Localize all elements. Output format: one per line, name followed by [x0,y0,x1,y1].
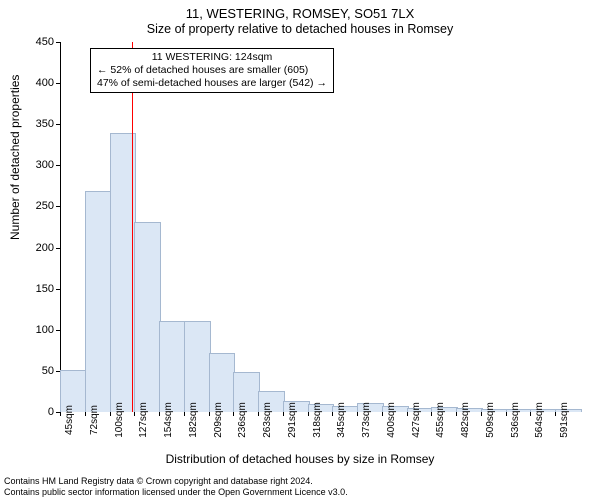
x-tick-mark [85,412,86,416]
y-axis-label: Number of detached properties [8,75,22,240]
y-tick-label: 150 [24,283,54,295]
x-tick-label: 291sqm [287,402,298,438]
x-tick-label: 263sqm [262,402,273,438]
y-tick-mark [56,165,60,166]
y-tick-mark [56,248,60,249]
x-tick-label: 455sqm [435,402,446,438]
x-tick-label: 209sqm [213,402,224,438]
x-tick-label: 45sqm [64,405,75,435]
x-tick-label: 373sqm [361,402,372,438]
x-tick-label: 400sqm [386,402,397,438]
x-tick-mark [332,412,333,416]
page-title-address: 11, WESTERING, ROMSEY, SO51 7LX [0,6,600,21]
annotation-line3: 47% of semi-detached houses are larger (… [97,77,327,90]
annotation-line1: 11 WESTERING: 124sqm [97,51,327,64]
x-tick-mark [357,412,358,416]
x-tick-mark [530,412,531,416]
x-tick-mark [407,412,408,416]
histogram-bar [134,222,161,412]
histogram-bar [159,321,186,412]
x-tick-mark [431,412,432,416]
x-tick-label: 536sqm [510,402,521,438]
y-tick-mark [56,124,60,125]
y-tick-mark [56,330,60,331]
x-tick-mark [283,412,284,416]
x-tick-mark [184,412,185,416]
y-tick-label: 200 [24,242,54,254]
x-tick-label: 182sqm [188,402,199,438]
x-tick-label: 72sqm [89,405,100,435]
x-tick-mark [134,412,135,416]
x-tick-mark [60,412,61,416]
x-tick-label: 482sqm [460,402,471,438]
x-tick-label: 564sqm [534,402,545,438]
x-tick-mark [456,412,457,416]
attribution-line2: Contains public sector information licen… [4,487,348,498]
x-tick-mark [308,412,309,416]
y-tick-label: 100 [24,324,54,336]
x-tick-mark [209,412,210,416]
x-tick-label: 154sqm [163,402,174,438]
x-tick-label: 345sqm [336,402,347,438]
x-tick-label: 236sqm [237,402,248,438]
y-tick-label: 450 [24,36,54,48]
y-tick-label: 250 [24,200,54,212]
x-tick-mark [555,412,556,416]
x-tick-label: 509sqm [485,402,496,438]
y-tick-mark [56,83,60,84]
chart-plot-area: 050100150200250300350400450 45sqm72sqm10… [60,42,580,412]
x-tick-mark [110,412,111,416]
x-tick-mark [159,412,160,416]
y-tick-label: 400 [24,77,54,89]
x-tick-label: 318sqm [312,402,323,438]
x-tick-mark [481,412,482,416]
annotation-line2: ← 52% of detached houses are smaller (60… [97,64,327,77]
x-axis-label: Distribution of detached houses by size … [0,452,600,466]
x-tick-label: 591sqm [559,402,570,438]
y-tick-label: 300 [24,159,54,171]
x-tick-label: 427sqm [411,402,422,438]
x-tick-mark [258,412,259,416]
page-title-subtitle: Size of property relative to detached ho… [0,22,600,36]
annotation-callout: 11 WESTERING: 124sqm ← 52% of detached h… [90,48,334,93]
y-axis-line [60,42,61,412]
histogram-bar [184,321,211,412]
x-tick-mark [506,412,507,416]
x-tick-label: 127sqm [138,402,149,438]
y-tick-label: 0 [24,406,54,418]
y-tick-mark [56,42,60,43]
y-tick-label: 350 [24,118,54,130]
y-tick-mark [56,289,60,290]
histogram-bar [85,191,112,412]
y-tick-label: 50 [24,365,54,377]
attribution: Contains HM Land Registry data © Crown c… [4,476,348,498]
marker-line [132,42,133,412]
attribution-line1: Contains HM Land Registry data © Crown c… [4,476,348,487]
x-tick-mark [233,412,234,416]
x-tick-mark [382,412,383,416]
x-tick-label: 100sqm [114,402,125,438]
y-tick-mark [56,206,60,207]
